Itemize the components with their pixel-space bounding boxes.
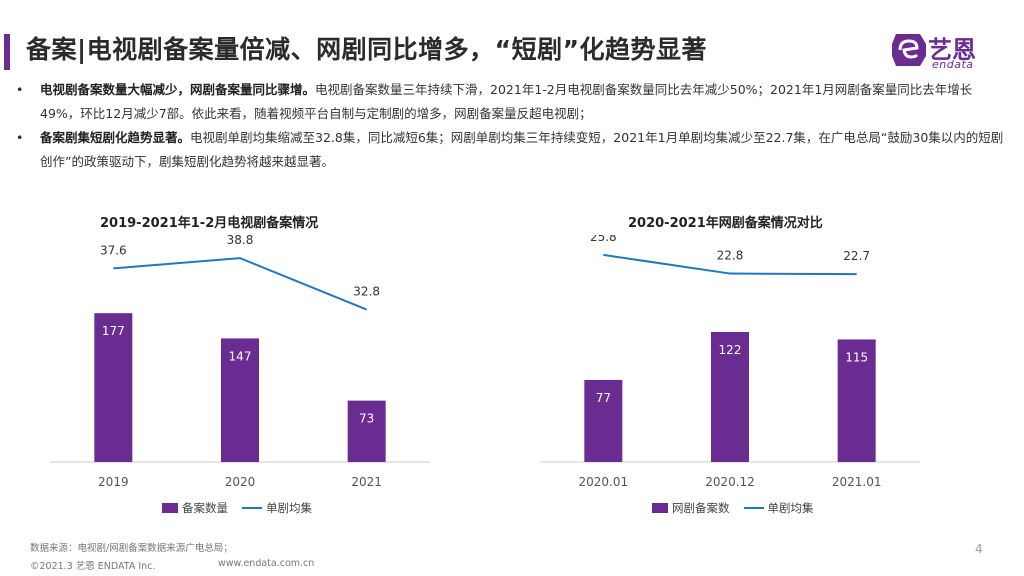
bullet-heading: 备案剧集短剧化趋势显著。 [40, 130, 191, 145]
chart1-x-tick: 2020 [225, 475, 256, 489]
legend-line-swatch [743, 507, 764, 509]
chart1-title: 2019-2021年1-2月电视剧备案情况 [100, 216, 319, 231]
legend-bar-swatch [652, 503, 668, 513]
bullet-item: • 备案剧集短剧化趋势显著。电视剧单剧均集缩减至32.8集，同比减短6集；网剧单… [16, 126, 1006, 174]
chart1-bar-label: 177 [102, 324, 125, 338]
chart2-line-label: 22.8 [717, 249, 744, 263]
chart2-x-tick: 2021.01 [832, 475, 882, 489]
chart1-x-tick: 2019 [98, 475, 129, 489]
chart1-bar-label: 73 [359, 412, 374, 426]
chart2-bar [584, 379, 623, 462]
page-number: 4 [975, 542, 983, 556]
bullet-list: • 电视剧备案数量大幅减少，网剧备案量同比骤增。电视剧备案数量三年持续下滑，20… [16, 78, 1006, 174]
legend-line-label: 单剧均集 [266, 501, 312, 515]
bullet-item: • 电视剧备案数量大幅减少，网剧备案量同比骤增。电视剧备案数量三年持续下滑，20… [16, 78, 1006, 126]
chart1-line-label: 37.6 [100, 243, 127, 257]
chart2-bar-label: 115 [845, 350, 868, 364]
chart1-line-label: 38.8 [227, 235, 254, 247]
chart1-bar-label: 147 [229, 349, 252, 363]
chart1-tv-drama-filings: 177 2019 147 2020 73 2021 37.6 38.8 32.8 [50, 235, 430, 489]
bullet-text: 电视剧单剧均集缩减至32.8集，同比减短6集；网剧单剧均集三年持续变短，2021… [40, 130, 1004, 169]
chart1-legend: 备案数量 单剧均集 [162, 500, 312, 516]
footer-url[interactable]: www.endata.com.cn [218, 558, 315, 569]
legend-line-swatch [242, 507, 262, 509]
chart1-line-series [113, 257, 368, 311]
logo-text-cn: 艺恩 [928, 36, 976, 64]
bullet-dot-icon: • [16, 130, 24, 145]
endata-logo-mark-icon [892, 34, 926, 66]
chart2-line-label: 25.8 [590, 235, 617, 244]
footer-copyright: ©2021.3 艺恩 ENDATA Inc. [30, 561, 156, 572]
bullet-text: 电视剧备案数量三年持续下滑，2021年1-2月电视剧备案数量同比去年减少50%；… [40, 82, 973, 121]
chart2-line-series [603, 253, 857, 276]
chart1-bar [347, 400, 386, 462]
bullet-dot-icon: • [16, 82, 24, 97]
chart2-web-drama-filings: 77 2020.01 122 2020.12 115 2021.01 25.8 22.8 22.… [540, 235, 920, 489]
chart2-bar-label: 77 [596, 391, 611, 405]
legend-bar-label: 网剧备案数 [672, 501, 730, 515]
title-accent-bar [4, 34, 10, 70]
chart2-x-tick: 2020.01 [579, 475, 629, 489]
chart2-x-tick: 2020.12 [705, 475, 755, 489]
logo-text-en: endata [932, 58, 974, 71]
chart2-bar-label: 122 [719, 343, 742, 357]
legend-line-label: 单剧均集 [767, 501, 814, 515]
chart2-bar [711, 331, 749, 462]
chart2-legend: 网剧备案数 单剧均集 [652, 500, 814, 516]
legend-bar-swatch [162, 503, 178, 513]
page-title: 备案|电视剧备案量倍减、网剧同比增多，“短剧”化趋势显著 [26, 35, 707, 64]
chart2-title: 2020-2021年网剧备案情况对比 [628, 216, 823, 231]
bullet-heading: 电视剧备案数量大幅减少，网剧备案量同比骤增。 [40, 82, 316, 97]
footer-source: 数据来源：电视剧/网剧备案数据来源广电总局； [30, 543, 233, 554]
chart1-x-tick: 2021 [351, 475, 382, 489]
chart2-bar [837, 339, 876, 462]
chart1-line-label: 32.8 [353, 285, 380, 299]
endata-logo: 艺恩 endata [890, 28, 1000, 74]
chart1-bar [221, 338, 259, 462]
chart2-line-label: 22.7 [843, 249, 870, 263]
chart1-bar [94, 313, 133, 462]
legend-bar-label: 备案数量 [182, 501, 228, 515]
